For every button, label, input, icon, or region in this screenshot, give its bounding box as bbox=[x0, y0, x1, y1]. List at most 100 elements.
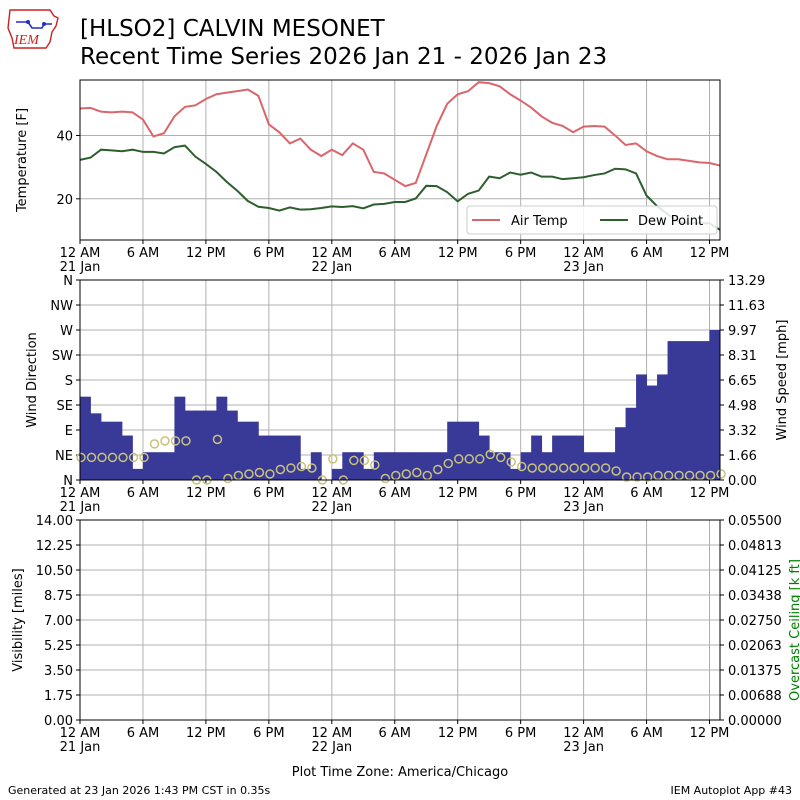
wind-direction-bar bbox=[688, 341, 700, 480]
wind-direction-bar bbox=[447, 421, 459, 480]
y-tick-label: 3.50 bbox=[44, 664, 73, 679]
wind-speed-point bbox=[370, 460, 380, 470]
wind-speed-point bbox=[401, 469, 412, 479]
wind-speed-point bbox=[149, 439, 160, 449]
wind-speed-point bbox=[443, 458, 454, 469]
wind-speed-point bbox=[632, 472, 642, 482]
y2-tick-label: 3.32 bbox=[728, 424, 757, 439]
x-tick-label: 6 AM bbox=[378, 486, 411, 501]
y2-tick-label: 0.00000 bbox=[728, 714, 782, 729]
wind-speed-point bbox=[223, 473, 233, 484]
x-tick-label: 12 AM bbox=[563, 246, 604, 261]
x-tick-label: 21 Jan bbox=[60, 500, 101, 515]
wind-speed-point bbox=[97, 452, 107, 463]
y-tick-label: 1.75 bbox=[44, 689, 73, 704]
wind-speed-point bbox=[391, 470, 401, 481]
x-tick-label: 6 AM bbox=[630, 726, 663, 741]
wind-direction-bar bbox=[625, 407, 637, 480]
x-tick-label: 6 PM bbox=[505, 726, 536, 741]
y2-tick-label: 1.66 bbox=[728, 449, 757, 464]
legend-label-dew-point: Dew Point bbox=[638, 214, 703, 229]
y2-tick-label: 0.02750 bbox=[728, 614, 782, 629]
wind-direction-bar bbox=[331, 468, 343, 480]
footer-generated-text: Generated at 23 Jan 2026 1:43 PM CST in … bbox=[8, 784, 271, 797]
wind-direction-bar bbox=[384, 452, 396, 480]
iem-logo: IEM bbox=[7, 9, 59, 49]
axes-frame bbox=[79, 519, 721, 721]
x-tick-label: 12 AM bbox=[311, 486, 352, 501]
x-tick-label: 6 PM bbox=[253, 726, 284, 741]
y2-tick-label: 0.03438 bbox=[728, 589, 782, 604]
x-tick-label: 12 PM bbox=[186, 246, 226, 261]
wind-direction-bar bbox=[457, 421, 469, 480]
wind-speed-point bbox=[307, 463, 317, 473]
wind-direction-bar bbox=[184, 410, 196, 480]
wind-direction-bar bbox=[499, 452, 511, 480]
y2-tick-label: 0.04813 bbox=[728, 539, 782, 554]
wind-speed-point bbox=[275, 464, 286, 475]
wind-speed-point bbox=[296, 461, 307, 472]
wind-speed-point bbox=[380, 473, 391, 484]
x-tick-label: 12 PM bbox=[438, 726, 478, 741]
x-tick-label: 6 AM bbox=[378, 246, 411, 261]
y-tick-label: N bbox=[63, 274, 73, 289]
wind-speed-point bbox=[107, 452, 118, 463]
wind-direction-bar bbox=[415, 452, 427, 480]
chart-title-line1: [HLSO2] CALVIN MESONET bbox=[80, 16, 385, 42]
wind-direction-bar bbox=[667, 341, 679, 480]
x-tick-label: 22 Jan bbox=[311, 740, 352, 755]
dew-point-line bbox=[79, 144, 721, 231]
wind-speed-point bbox=[569, 463, 579, 473]
wind-direction-bar bbox=[426, 452, 438, 480]
y2-tick-label: 0.01375 bbox=[728, 664, 782, 679]
y-axis-label-visibility: Visibility [miles] bbox=[11, 568, 26, 671]
y-tick-label: NW bbox=[50, 299, 73, 314]
wind-speed-point bbox=[359, 455, 370, 466]
wind-speed-point bbox=[76, 452, 86, 463]
wind-direction-bar bbox=[80, 396, 91, 480]
axes-frame bbox=[79, 79, 721, 241]
wind-speed-point bbox=[548, 463, 558, 473]
wind-speed-point bbox=[454, 454, 464, 464]
wind-direction-bar bbox=[709, 330, 721, 480]
y-tick-label: SW bbox=[52, 349, 73, 364]
wind-direction-bar bbox=[394, 452, 406, 480]
wind-speed-point bbox=[181, 436, 191, 446]
wind-direction-bar bbox=[300, 468, 312, 480]
wind-speed-point bbox=[527, 463, 537, 473]
y-axis-label-wind-direction: Wind Direction bbox=[25, 332, 40, 428]
wind-speed-point bbox=[537, 463, 548, 473]
wind-direction-bar bbox=[174, 396, 186, 480]
wind-speed-point bbox=[558, 463, 569, 473]
wind-direction-bar bbox=[678, 341, 689, 480]
x-tick-label: 6 AM bbox=[127, 246, 160, 261]
wind-direction-bar bbox=[699, 341, 710, 480]
wind-speed-point bbox=[286, 463, 296, 473]
y-tick-label: 0.00 bbox=[44, 714, 73, 729]
wind-speed-point bbox=[212, 434, 223, 445]
x-tick-label: 6 PM bbox=[505, 246, 536, 261]
wind-speed-point bbox=[695, 470, 705, 481]
wind-speed-point bbox=[600, 463, 611, 473]
wind-direction-bar bbox=[111, 421, 123, 480]
wind-speed-point bbox=[422, 470, 433, 481]
y-tick-label: 8.75 bbox=[44, 589, 73, 604]
x-tick-label: 21 Jan bbox=[60, 740, 101, 755]
y2-tick-label: 0.05500 bbox=[728, 514, 782, 529]
chart-legend: Air Temp Dew Point bbox=[466, 205, 718, 235]
y2-tick-label: 0.02063 bbox=[728, 639, 782, 654]
wind-direction-bar bbox=[205, 410, 217, 480]
y2-axis-label-wind-speed: Wind Speed [mph] bbox=[775, 320, 790, 441]
wind-direction-bar bbox=[237, 421, 249, 480]
wind-direction-bar bbox=[604, 452, 616, 480]
wind-speed-point bbox=[128, 452, 139, 463]
y-tick-label: W bbox=[60, 324, 73, 339]
wind-direction-bar bbox=[468, 421, 480, 480]
y-tick-label: SE bbox=[57, 399, 73, 414]
wind-speed-point bbox=[579, 463, 590, 473]
wind-direction-bar bbox=[562, 435, 574, 480]
wind-direction-bar bbox=[100, 421, 112, 480]
wind-speed-point bbox=[642, 472, 653, 482]
wind-speed-point bbox=[621, 472, 632, 482]
